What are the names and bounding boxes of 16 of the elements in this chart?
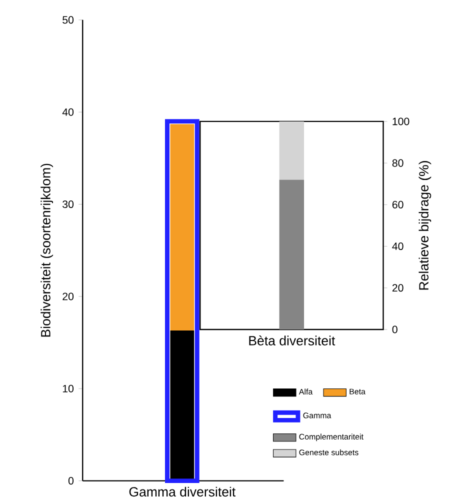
x-tick-label: Gamma diversiteit bbox=[129, 486, 236, 497]
y-tick-label: 100 bbox=[392, 118, 410, 126]
y-tick-label: 30 bbox=[62, 200, 74, 208]
y-tick-label: 20 bbox=[392, 284, 404, 292]
y-tick-label: 20 bbox=[62, 292, 74, 300]
y-tick-label: 0 bbox=[68, 477, 74, 485]
y-tick-label: 10 bbox=[62, 384, 74, 392]
y-tick-label: 80 bbox=[392, 159, 404, 167]
y-tick-label: 40 bbox=[62, 108, 74, 116]
x-tick-label: Bèta diversiteit bbox=[249, 336, 336, 346]
y-tick-label: 0 bbox=[392, 326, 398, 334]
y-axis-title: Relatieve bijdrage (%) bbox=[418, 161, 432, 290]
y-tick-label: 50 bbox=[62, 16, 74, 24]
y-tick-label: 40 bbox=[392, 242, 404, 250]
y-axis-title: Biodiversiteit (soortenrijkdom) bbox=[40, 164, 54, 337]
y-tick-label: 60 bbox=[392, 200, 404, 208]
